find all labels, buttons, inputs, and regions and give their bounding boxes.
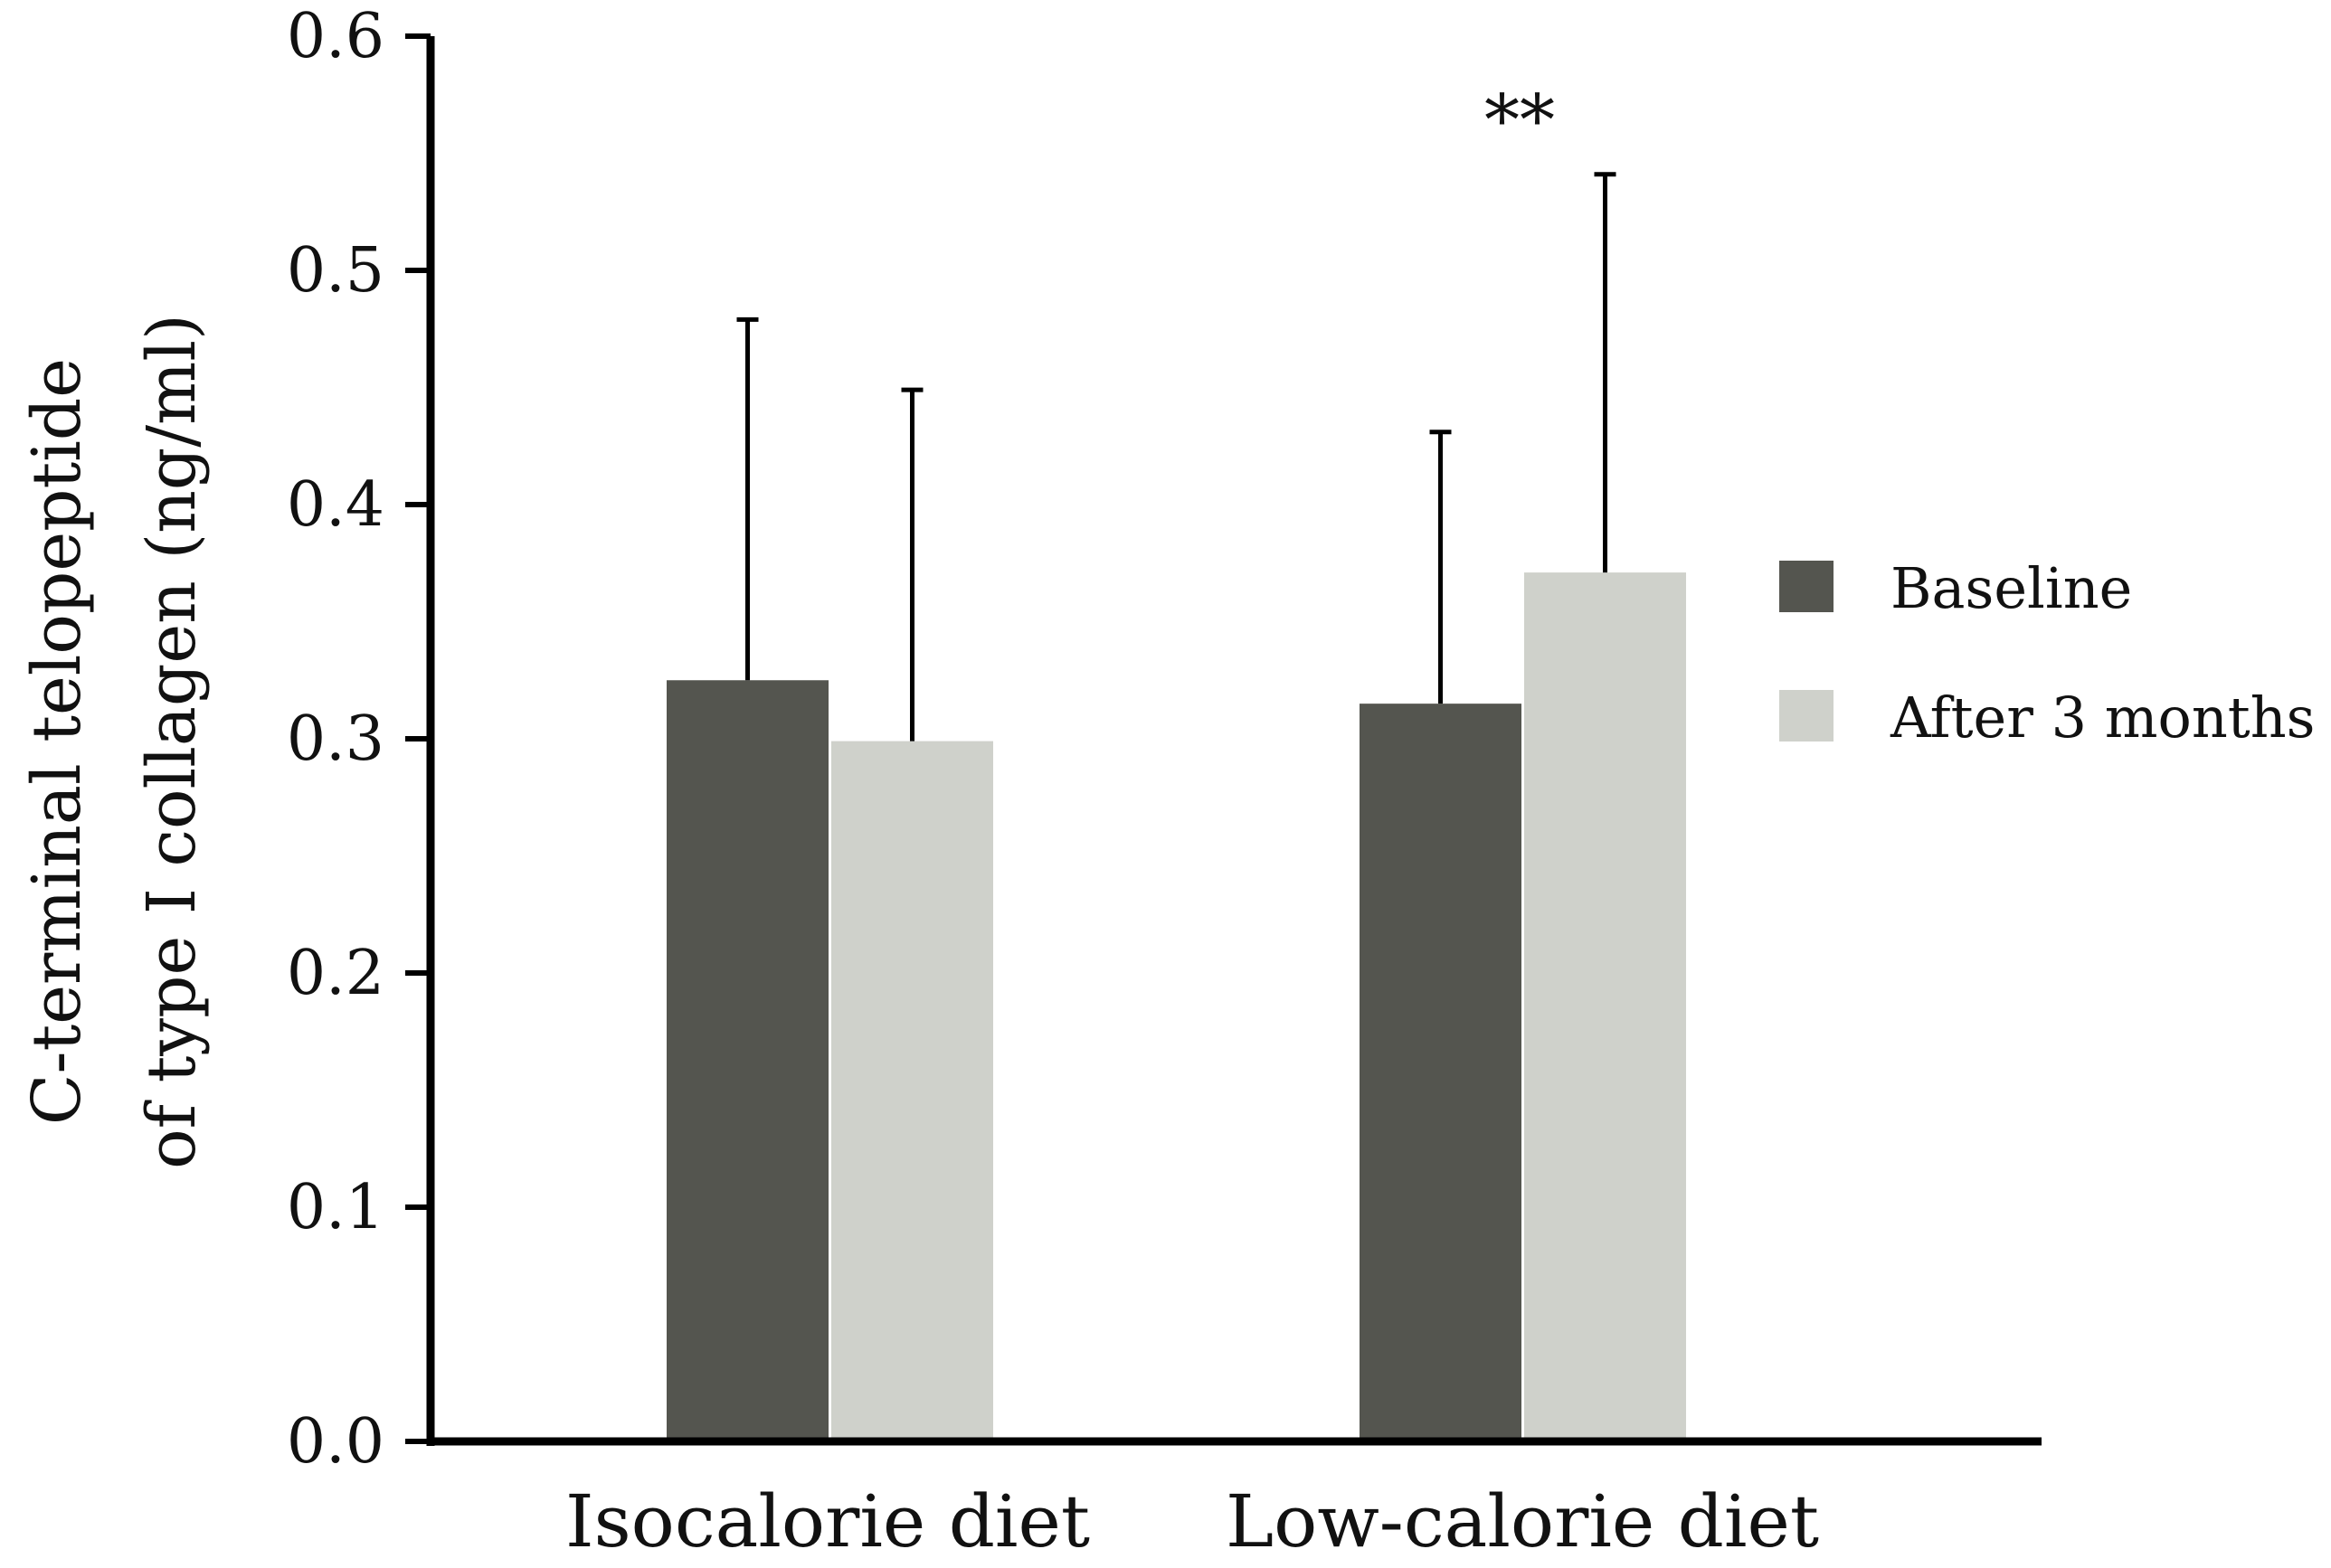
x-tick-label-low-calorie-diet: Low-calorie diet <box>1226 1479 1819 1563</box>
y-tick-label: 0.5 <box>287 235 384 307</box>
bar-after-3-months-isocalorie-diet <box>831 741 993 1441</box>
y-axis-label-line-2: of type I collagen (ng/ml) <box>133 314 211 1169</box>
error-bars-group <box>736 172 1616 741</box>
bar-baseline-isocalorie-diet <box>667 680 829 1441</box>
y-axis-label-line-1: C-terminal telopeptide <box>18 358 96 1125</box>
legend-swatch-after-3-months <box>1779 690 1834 741</box>
legend-swatch-baseline <box>1779 561 1834 612</box>
y-tick-label: 0.1 <box>287 1172 384 1243</box>
legend-label-baseline: Baseline <box>1890 555 2132 621</box>
y-axis-label: C-terminal telopeptide of type I collage… <box>18 314 211 1169</box>
bars-group <box>667 572 1686 1441</box>
bar-after-3-months-low-calorie-diet <box>1524 572 1686 1441</box>
y-tick-label: 0.4 <box>287 469 384 541</box>
y-tick-label: 0.0 <box>287 1406 384 1478</box>
y-tick-label: 0.6 <box>287 1 384 72</box>
significance-annotation: ** <box>1484 80 1555 162</box>
y-tick-label: 0.2 <box>287 938 384 1009</box>
y-tick-label: 0.3 <box>287 704 384 775</box>
y-axis-ticks: 0.0 0.1 0.2 0.3 0.4 0.5 0.6 <box>287 1 431 1478</box>
x-tick-label-isocalorie-diet: Isocalorie diet <box>565 1479 1090 1563</box>
legend-label-after-3-months: After 3 months <box>1890 685 2315 751</box>
bar-baseline-low-calorie-diet <box>1360 704 1521 1441</box>
legend: Baseline After 3 months <box>1779 555 2315 751</box>
